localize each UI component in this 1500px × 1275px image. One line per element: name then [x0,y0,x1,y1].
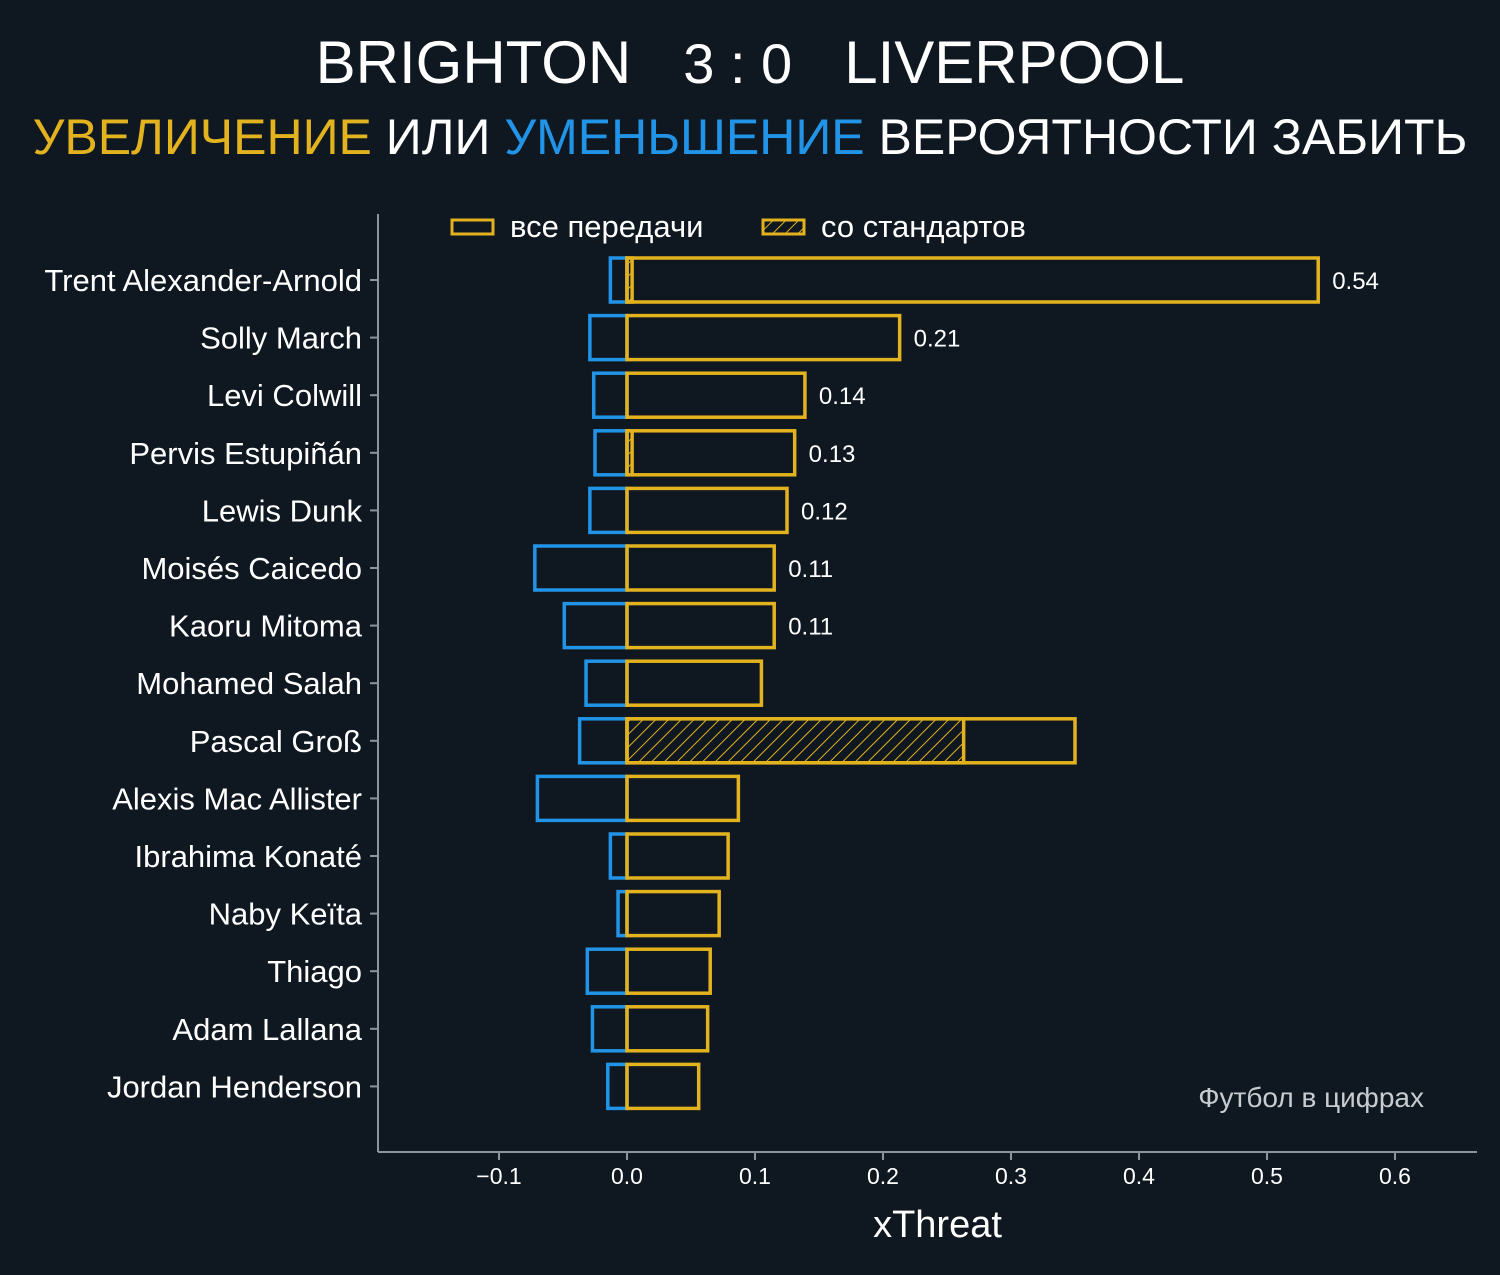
chart-subtitle: УВЕЛИЧЕНИЕ ИЛИ УМЕНЬШЕНИЕ ВЕРОЯТНОСТИ ЗА… [0,108,1500,166]
decrease-bar [562,601,629,650]
decrease-bar [590,1005,629,1053]
y-tick-label: Moisés Caicedo [141,551,362,586]
decrease-bar [577,717,629,765]
increase-bar [625,947,712,995]
y-tick-label: Lewis Dunk [202,493,363,528]
subtitle-rest: ВЕРОЯТНОСТИ ЗАБИТЬ [878,109,1468,165]
data-label: 0.13 [809,441,856,468]
y-tick-label: Pervis Estupiñán [129,436,362,471]
legend-label-set-pieces: со стандартов [821,209,1026,244]
increase-bar [625,659,764,707]
y-tick-label: Adam Lallana [172,1012,362,1047]
x-tick-label: 0.0 [611,1163,643,1189]
data-label: 0.11 [788,556,833,583]
home-team-name: BRIGHTON [315,29,632,96]
decrease-bar [608,256,629,304]
y-tick-label: Solly March [200,321,362,356]
increase-bar [625,313,902,362]
legend-swatch-all-passes [450,218,495,236]
increase-bar [625,1062,701,1111]
subtitle-increase: УВЕЛИЧЕНИЕ [32,109,372,165]
x-tick-label: 0.4 [1123,1163,1155,1189]
x-tick-label: 0.5 [1251,1163,1283,1189]
x-tick-label: 0.3 [995,1163,1027,1189]
x-tick-label: −0.1 [476,1163,521,1189]
increase-bar [625,774,741,823]
decrease-bar [593,429,629,477]
set-piece-bar [625,717,966,765]
increase-bar [625,256,1320,304]
increase-bar [625,544,776,592]
decrease-bar [584,659,629,707]
decrease-bar [585,947,629,995]
increase-bar [625,717,1077,765]
decrease-bar [606,1062,629,1111]
decrease-bar [588,486,629,535]
subtitle-decrease: УМЕНЬШЕНИЕ [504,109,865,165]
match-score: 3 : 0 [683,32,793,95]
y-tick-label: Ibrahima Konaté [135,839,362,874]
legend-label-all-passes: все передачи [510,209,703,244]
legend-swatch-set-pieces [761,218,806,236]
chart-title: BRIGHTON 3 : 0 LIVERPOOL [0,28,1500,97]
data-label: 0.54 [1332,268,1379,295]
increase-bar [625,371,807,419]
y-tick-label: Mohamed Salah [136,666,362,701]
x-tick-label: 0.1 [739,1163,771,1189]
plot-area: −0.1 0.0 0.1 0.2 0.3 0.4 0.5 0.6 xThreat Trent Al… [44,209,1477,1246]
subtitle-or: ИЛИ [385,109,491,165]
data-label: 0.12 [801,498,848,525]
increase-bar [625,889,721,938]
watermark: Футбол в цифрах [1198,1082,1424,1113]
data-label: 0.14 [819,383,866,410]
x-tick-label: 0.2 [867,1163,899,1189]
increase-bar [625,832,730,880]
away-team-name: LIVERPOOL [844,29,1185,96]
x-tick-label: 0.6 [1379,1163,1411,1189]
decrease-bar [533,544,629,592]
decrease-bar [591,371,629,419]
y-tick-label: Kaoru Mitoma [169,609,363,644]
y-tick-label: Naby Keïta [209,897,363,932]
x-axis-label: xThreat [873,1204,1002,1246]
increase-bar [625,601,776,650]
decrease-bar [588,313,629,362]
y-tick-label: Jordan Henderson [107,1069,362,1104]
y-tick-label: Alexis Mac Allister [112,781,362,816]
y-tick-label: Levi Colwill [207,378,362,413]
y-tick-label: Trent Alexander-Arnold [44,263,362,298]
increase-bar [625,429,797,477]
increase-bar [625,1005,710,1053]
data-label: 0.21 [914,326,961,353]
decrease-bar [608,832,629,880]
decrease-bar [535,774,629,823]
y-tick-label: Pascal Groß [190,724,362,759]
y-tick-label: Thiago [267,954,362,989]
increase-bar [625,486,789,535]
data-label: 0.11 [788,614,833,641]
